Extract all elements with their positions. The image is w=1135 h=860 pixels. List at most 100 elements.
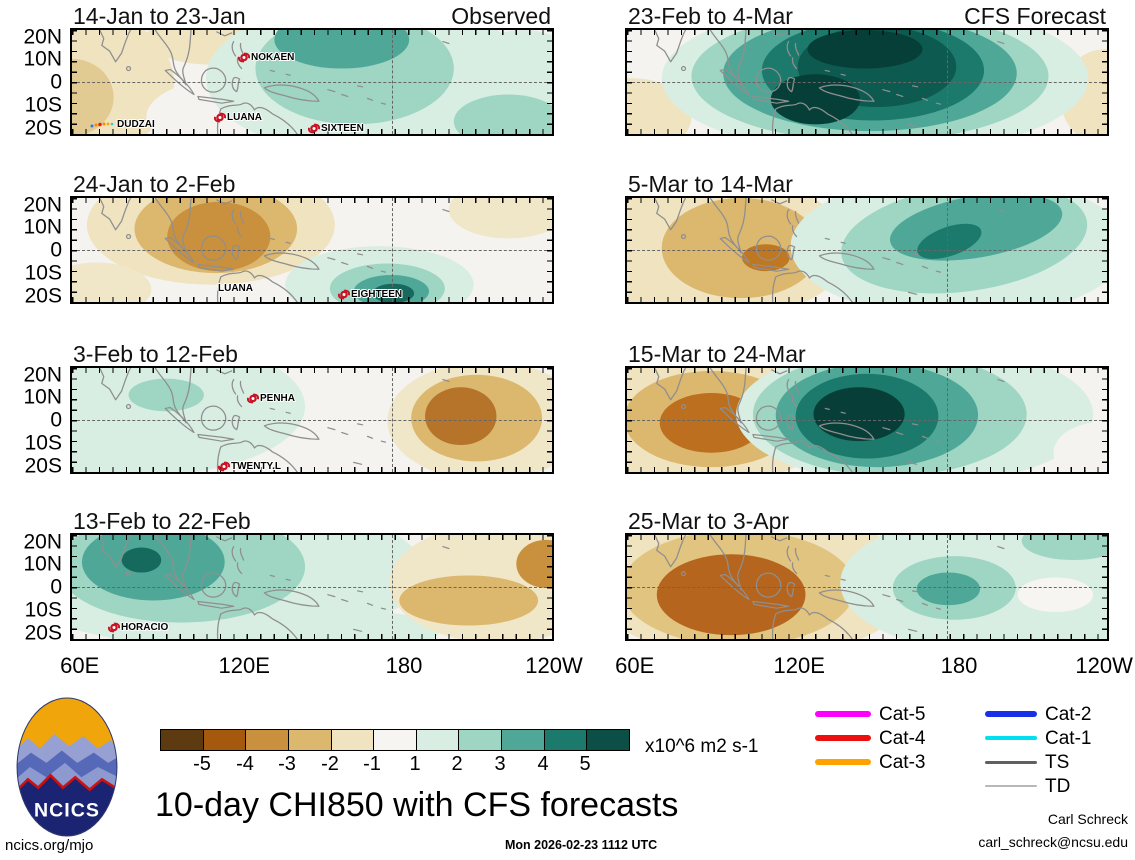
lat-axis-row4: 20N 10N 0 10S 20S xyxy=(2,531,62,644)
ticks xyxy=(72,467,552,472)
legend-label: Cat-2 xyxy=(1045,703,1092,725)
footer-site-url: ncics.org/mjo xyxy=(5,837,94,854)
equator-line xyxy=(627,250,1107,251)
anomaly-map xyxy=(627,535,1107,639)
lon-label: 120E xyxy=(218,653,270,678)
ticks xyxy=(627,198,1107,203)
lon-label: 60E xyxy=(615,653,655,678)
legend-item: TD xyxy=(985,774,1091,798)
storm-track-dots-icon xyxy=(90,122,114,128)
lat-label: 10N xyxy=(23,47,62,71)
credit-name: Carl Schreck xyxy=(1047,811,1128,827)
colorbar-tick: -2 xyxy=(321,753,339,775)
figure-title: 10-day CHI850 with CFS forecasts xyxy=(155,786,679,824)
legend-item: Cat-3 xyxy=(815,750,925,774)
lat-axis-row3: 20N 10N 0 10S 20S xyxy=(2,364,62,477)
colorbar-tick: -1 xyxy=(363,753,381,775)
lat-label: 20S xyxy=(24,116,62,140)
ticks xyxy=(627,535,1107,540)
cat4-line-icon xyxy=(815,735,871,741)
cat5-line-icon xyxy=(815,711,871,717)
cyclone-icon xyxy=(214,112,226,123)
storm-name: HORACIO xyxy=(121,621,169,633)
storm-marker: EIGHTEEN xyxy=(338,288,402,301)
lat-label: 10S xyxy=(24,598,62,622)
cyclone-icon xyxy=(247,393,259,404)
equator-line xyxy=(627,587,1107,588)
legend-item: Cat-4 xyxy=(815,726,925,750)
panel-title: 23-Feb to 4-Mar xyxy=(628,3,793,29)
dateline-line xyxy=(946,535,948,639)
equator-line xyxy=(627,420,1107,421)
storm-marker: LUANA xyxy=(214,111,262,124)
lon-axis-left: 60E 120E 180 120W xyxy=(60,653,583,683)
lat-label: 10S xyxy=(24,93,62,117)
panel-source-label: CFS Forecast xyxy=(964,3,1106,29)
colorbar-segment xyxy=(161,730,203,750)
lat-label: 10N xyxy=(23,385,62,409)
ticks xyxy=(72,535,552,540)
storm-marker: HORACIO xyxy=(108,621,168,634)
map-panel-fcst-2: 5-Mar to 14-Mar xyxy=(625,171,1109,304)
colorbar-tick: 5 xyxy=(579,753,591,775)
lat-label: 0 xyxy=(50,575,62,599)
map-panel-obs-2: 24-Jan to 2-Feb LUANA EIGHTEEN xyxy=(70,171,554,304)
lon-label: 120W xyxy=(525,653,583,678)
td-line-icon xyxy=(985,785,1037,787)
lon-axis-right: 60E 120E 180 120W xyxy=(615,655,1133,683)
equator-line xyxy=(72,82,552,83)
lat-label: 0 xyxy=(50,408,62,432)
ticks xyxy=(627,467,1107,472)
ticks xyxy=(1102,30,1107,134)
legend-label: TS xyxy=(1045,751,1070,773)
equator-line xyxy=(627,82,1107,83)
ticks xyxy=(72,297,552,302)
legend-item: Cat-2 xyxy=(985,702,1091,726)
storm-marker: SIXTEEN xyxy=(308,122,364,135)
colorbar-segment xyxy=(330,730,374,750)
ticks xyxy=(627,198,632,302)
equator-line xyxy=(72,420,552,421)
legend-column-1: Cat-5 Cat-4 Cat-3 xyxy=(815,702,925,774)
lat-axis-row2: 20N 10N 0 10S 20S xyxy=(2,194,62,307)
ticks xyxy=(627,634,1107,639)
colorbar-segment xyxy=(245,730,288,750)
dateline-line xyxy=(946,368,948,472)
lat-axis-row1: 20N 10N 0 10S 20S xyxy=(2,25,62,140)
storm-name: EIGHTEEN xyxy=(351,288,403,300)
colorbar-tick: -5 xyxy=(193,753,211,775)
cyclone-icon xyxy=(338,289,350,300)
lat-label: 20N xyxy=(23,25,62,49)
ticks xyxy=(627,368,632,472)
lat-label: 0 xyxy=(50,238,62,262)
ticks xyxy=(72,368,552,373)
ticks xyxy=(547,198,552,302)
ticks xyxy=(627,535,632,639)
dateline-line xyxy=(391,368,393,472)
lat-label: 10N xyxy=(23,552,62,576)
storm-name: DUDZAI xyxy=(117,119,155,130)
colorbar-segment xyxy=(202,730,246,750)
legend-item: Cat-5 xyxy=(815,702,925,726)
map-panel-obs-4: 13-Feb to 22-Feb HORACIO xyxy=(70,508,554,641)
anomaly-map xyxy=(627,368,1107,472)
ticks xyxy=(72,30,552,35)
dateline-line xyxy=(946,30,948,134)
ticks xyxy=(72,535,77,639)
colorbar-tick: 1 xyxy=(409,753,421,775)
colorbar-units: x10^6 m2 s-1 xyxy=(645,736,759,757)
cyclone-icon xyxy=(308,123,320,134)
lat-label: 10S xyxy=(24,431,62,455)
colorbar-tick: 2 xyxy=(451,753,463,775)
colorbar-segment xyxy=(287,730,331,750)
ticks xyxy=(72,30,77,134)
dateline-line xyxy=(391,30,393,134)
ticks xyxy=(547,368,552,472)
map-panel-fcst-3: 15-Mar to 24-Mar xyxy=(625,341,1109,474)
equator-line xyxy=(72,587,552,588)
ticks xyxy=(627,368,1107,373)
map-panel-obs-1: 14-Jan to 23-Jan Observed DUDZAI NOKAEN xyxy=(70,3,554,136)
cyclone-icon xyxy=(238,52,250,63)
ticks xyxy=(627,30,632,134)
